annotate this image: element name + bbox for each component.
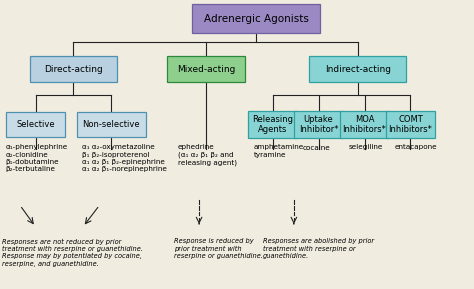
Text: entacapone: entacapone xyxy=(394,144,437,151)
Text: Selective: Selective xyxy=(16,120,55,129)
Text: Mixed-acting: Mixed-acting xyxy=(177,65,236,74)
FancyBboxPatch shape xyxy=(294,111,343,138)
FancyBboxPatch shape xyxy=(339,111,390,138)
FancyBboxPatch shape xyxy=(385,111,435,138)
Text: MOA
Inhibitors*: MOA Inhibitors* xyxy=(343,114,386,134)
Text: ephedrine
(α₁ α₂ β₁ β₂ and
releasing agent): ephedrine (α₁ α₂ β₁ β₂ and releasing age… xyxy=(178,144,237,166)
FancyBboxPatch shape xyxy=(309,56,406,82)
Text: Direct-acting: Direct-acting xyxy=(44,65,103,74)
FancyBboxPatch shape xyxy=(77,112,146,137)
Text: Response is reduced by
prior treatment with
reserpine or guanethidine.: Response is reduced by prior treatment w… xyxy=(174,238,264,259)
Text: Uptake
Inhibitor*: Uptake Inhibitor* xyxy=(299,114,338,134)
FancyBboxPatch shape xyxy=(167,56,246,82)
FancyBboxPatch shape xyxy=(6,112,65,137)
Text: Adrenergic Agonists: Adrenergic Agonists xyxy=(203,14,309,24)
Text: Responses are abolished by prior
treatment with reserpine or
guanethidine.: Responses are abolished by prior treatme… xyxy=(263,238,374,259)
Text: Releasing
Agents: Releasing Agents xyxy=(252,114,293,134)
FancyBboxPatch shape xyxy=(247,111,298,138)
Text: Responses are not reduced by prior
treatment with reserpine or guanethidine.
Res: Responses are not reduced by prior treat… xyxy=(2,238,143,267)
Text: α₁ α₂-oxymetazoline
β₁ β₂-isoproterenol
α₁ α₂ β₁ β₂-epinephrine
α₁ α₂ β₁-norepin: α₁ α₂-oxymetazoline β₁ β₂-isoproterenol … xyxy=(82,144,166,172)
FancyBboxPatch shape xyxy=(29,56,117,82)
Text: Indirect-acting: Indirect-acting xyxy=(325,65,391,74)
Text: amphetamine
tyramine: amphetamine tyramine xyxy=(254,144,304,158)
Text: cocaine: cocaine xyxy=(302,144,330,151)
Text: α₁-phenylephrine
α₂-clonidine
β₁-dobutamine
β₂-terbutaline: α₁-phenylephrine α₂-clonidine β₁-dobutam… xyxy=(6,144,68,172)
Text: COMT
Inhibitors*: COMT Inhibitors* xyxy=(389,114,432,134)
FancyBboxPatch shape xyxy=(192,4,320,33)
Text: selegiline: selegiline xyxy=(348,144,383,151)
Text: Non-selective: Non-selective xyxy=(82,120,140,129)
